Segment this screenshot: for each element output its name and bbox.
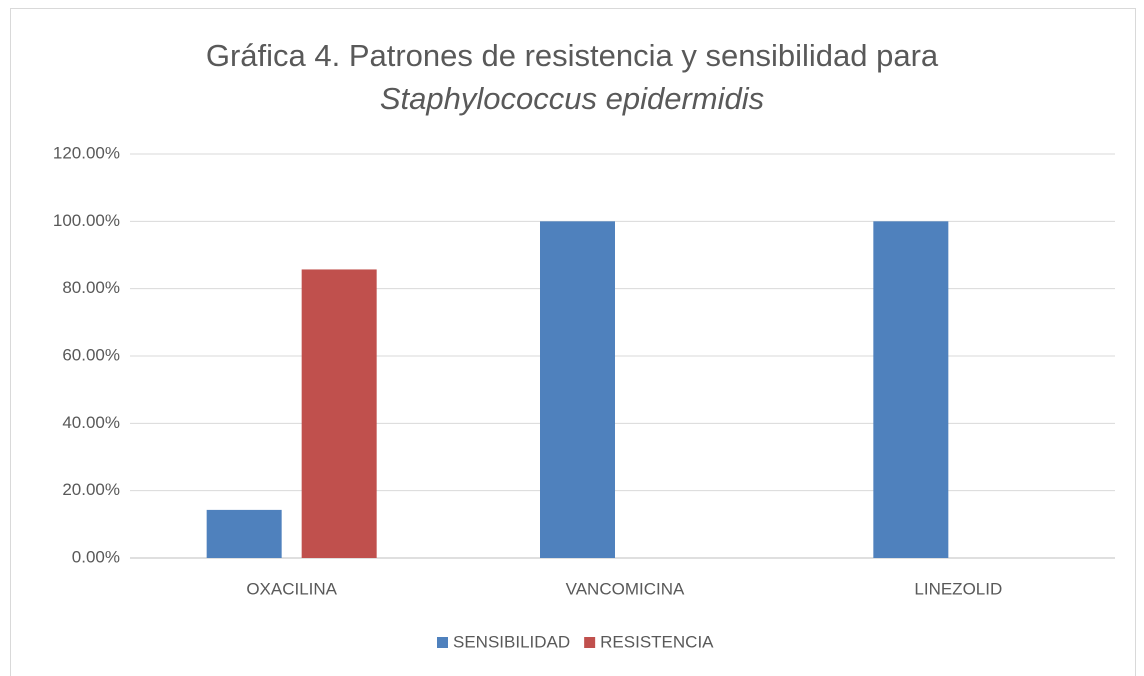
y-tick-label: 20.00% — [62, 480, 120, 499]
x-tick-label: VANCOMICINA — [566, 579, 685, 598]
chart-border — [10, 8, 1136, 676]
bar — [301, 269, 377, 558]
legend-label: SENSIBILIDAD — [453, 632, 570, 651]
y-tick-label: 100.00% — [53, 211, 120, 230]
legend-label: RESISTENCIA — [600, 632, 714, 651]
chart-title: Gráfica 4. Patrones de resistencia y sen… — [206, 38, 939, 73]
x-tick-label: OXACILINA — [246, 579, 337, 598]
chart-subtitle: Staphylococcus epidermidis — [380, 81, 764, 116]
x-tick-label: LINEZOLID — [914, 579, 1002, 598]
y-tick-label: 0.00% — [72, 547, 120, 566]
legend-swatch — [437, 637, 448, 648]
bar — [206, 509, 282, 558]
bar — [540, 221, 615, 559]
y-tick-label: 120.00% — [53, 143, 120, 162]
y-tick-label: 40.00% — [62, 413, 120, 432]
y-tick-label: 80.00% — [62, 278, 120, 297]
y-tick-label: 60.00% — [62, 345, 120, 364]
legend-swatch — [584, 637, 596, 648]
bar — [873, 221, 949, 559]
